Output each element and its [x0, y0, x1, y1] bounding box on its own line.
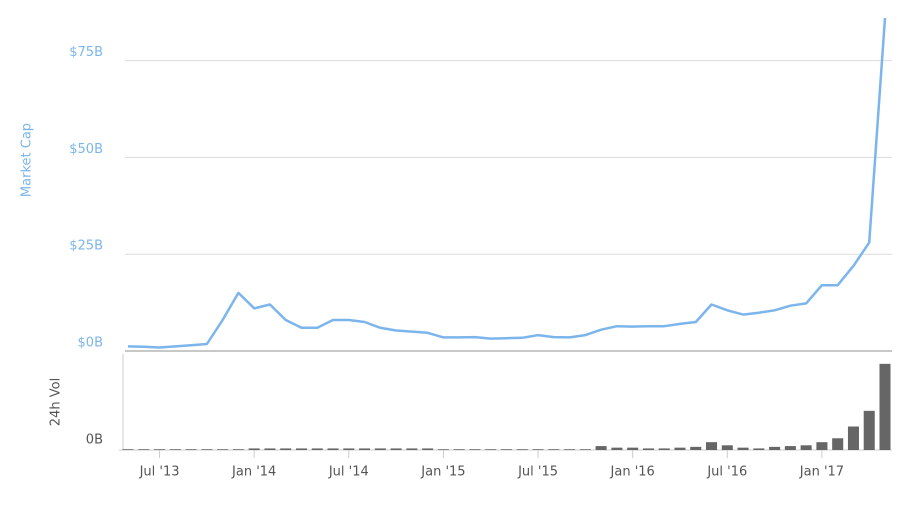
- volume-bar: [879, 363, 891, 450]
- volume-axis-label: 24h Vol: [49, 378, 64, 426]
- volume-bar: [753, 448, 765, 450]
- volume-bar: [800, 445, 812, 450]
- volume-bar: [453, 449, 465, 450]
- y-axis-label: Market Cap: [20, 123, 35, 197]
- volume-bar: [611, 447, 623, 450]
- volume-bar: [422, 448, 434, 450]
- volume-bar: [627, 447, 639, 450]
- volume-bar: [642, 448, 654, 450]
- volume-bar: [248, 448, 260, 450]
- x-tick-label: Jul '15: [517, 465, 558, 480]
- x-tick-label: Jan '14: [231, 465, 276, 480]
- volume-bar: [737, 447, 749, 450]
- x-tick-label: Jan '16: [610, 465, 655, 480]
- volume-bar: [437, 449, 449, 450]
- volume-bar: [201, 449, 213, 450]
- volume-bar: [280, 448, 292, 450]
- volume-tick-label: 0B: [86, 433, 103, 448]
- x-tick-label: Jul '16: [706, 465, 747, 480]
- volume-bar: [579, 449, 591, 450]
- volume-bar: [500, 449, 513, 450]
- volume-bar: [548, 449, 560, 450]
- x-tick-label: Jan '15: [420, 465, 465, 480]
- volume-bar: [295, 448, 307, 450]
- x-tick-label: Jul '14: [328, 465, 369, 480]
- y-tick-label: $25B: [69, 239, 103, 254]
- x-tick-label: Jan '17: [799, 465, 844, 480]
- volume-bar: [469, 449, 481, 450]
- volume-bar: [769, 446, 781, 450]
- volume-bar: [185, 449, 197, 450]
- volume-bar: [311, 448, 323, 450]
- y-tick-label: $50B: [69, 142, 103, 157]
- volume-bar: [327, 448, 339, 450]
- volume-bar: [564, 449, 576, 450]
- volume-bar: [595, 446, 607, 450]
- volume-bar: [390, 448, 402, 450]
- volume-bar: [485, 449, 497, 450]
- volume-bar: [359, 448, 371, 450]
- volume-bar: [863, 410, 875, 450]
- volume-bar: [832, 438, 844, 450]
- volume-bar: [532, 449, 544, 450]
- x-tick-label: Jul '13: [139, 465, 180, 480]
- volume-bar: [138, 449, 150, 450]
- volume-bar: [406, 448, 418, 450]
- volume-bar: [122, 449, 134, 450]
- volume-bar: [816, 442, 828, 450]
- volume-bar: [784, 446, 796, 450]
- volume-bar: [264, 448, 276, 450]
- market-cap-line: [127, 17, 887, 349]
- volume-bar: [690, 446, 702, 450]
- volume-bar: [374, 448, 386, 450]
- volume-bar: [343, 448, 355, 450]
- volume-bar: [658, 448, 670, 450]
- volume-bar: [217, 449, 229, 450]
- y-tick-label: $0B: [78, 336, 103, 351]
- volume-bar: [847, 426, 859, 450]
- volume-bar: [674, 447, 686, 450]
- volume-bar: [706, 442, 718, 450]
- volume-bar: [721, 445, 733, 450]
- volume-bar: [154, 449, 166, 450]
- y-tick-label: $75B: [69, 45, 103, 60]
- volume-bar: [232, 449, 244, 450]
- volume-bar: [169, 449, 181, 450]
- volume-bar: [516, 449, 528, 450]
